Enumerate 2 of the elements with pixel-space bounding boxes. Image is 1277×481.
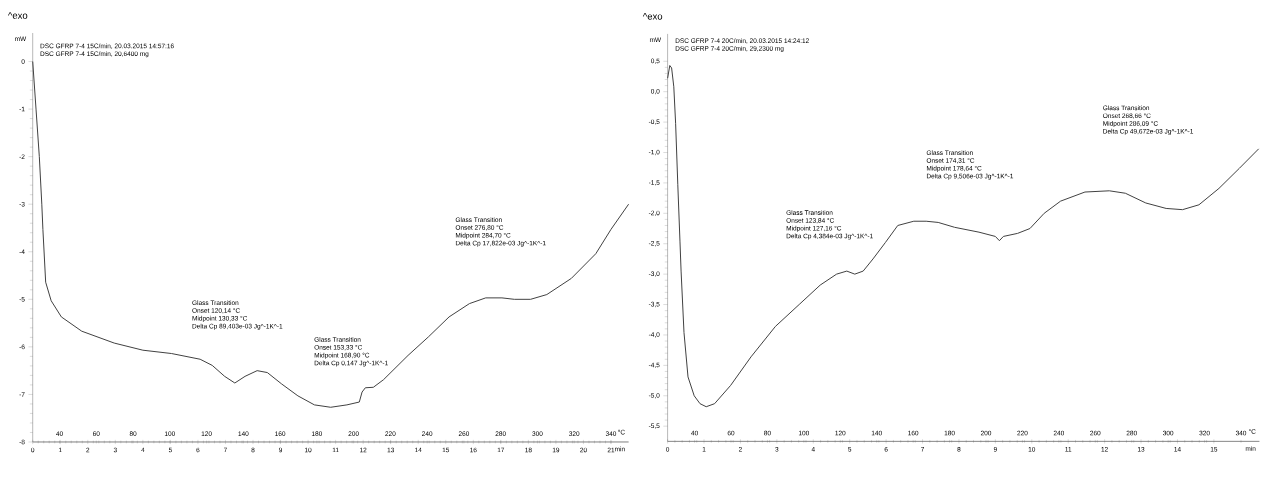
text: ^exo — [642, 13, 663, 20]
text: ^exo — [7, 12, 28, 19]
